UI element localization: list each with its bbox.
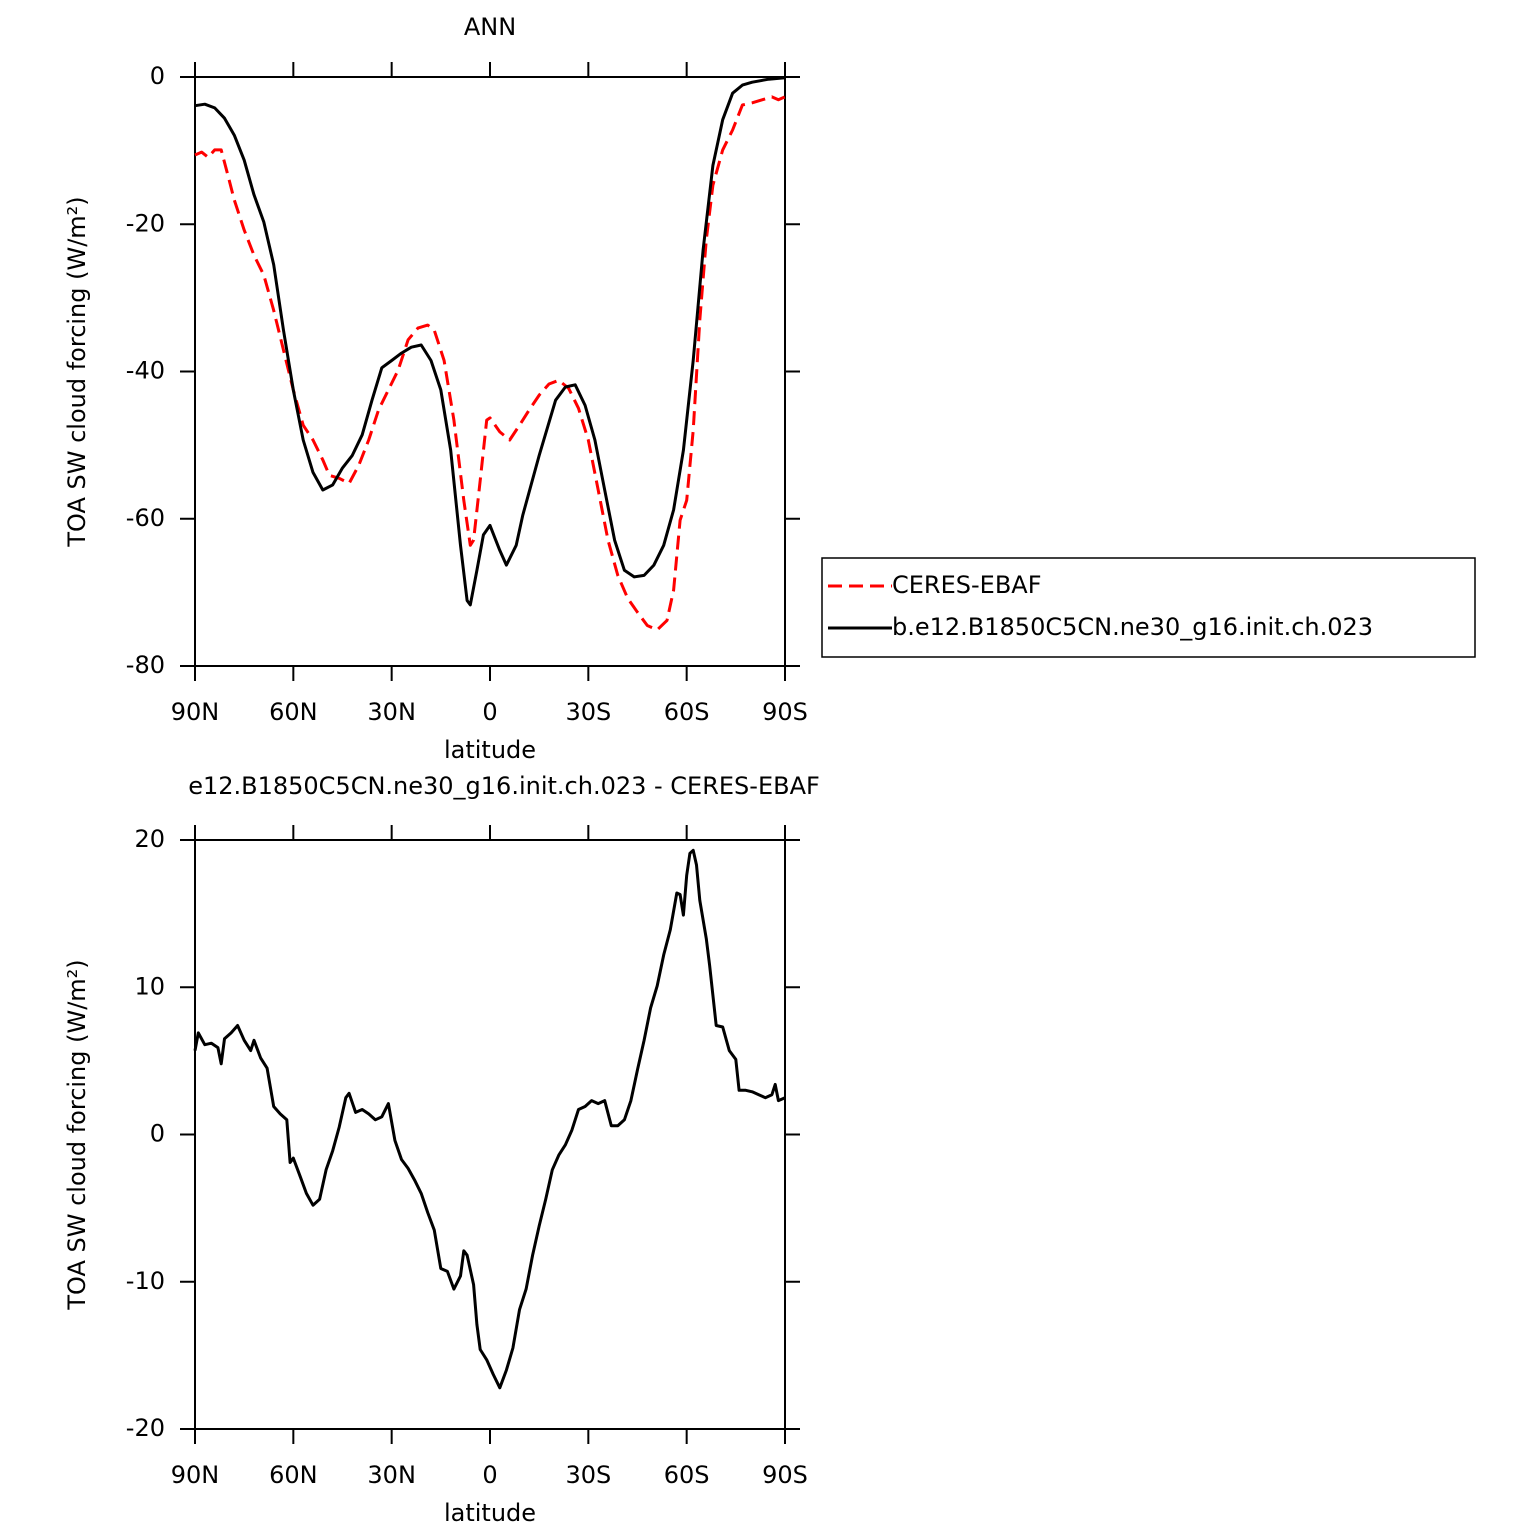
x-tick-label: 60S	[664, 1461, 710, 1489]
y-tick-label: -20	[126, 209, 165, 237]
x-tick-label: 90N	[171, 1461, 220, 1489]
x-tick-label: 60N	[269, 698, 318, 726]
x-tick-label: 90S	[762, 1461, 808, 1489]
y-tick-label: -60	[126, 504, 165, 532]
x-axis-label: latitude	[444, 736, 536, 764]
series-line	[194, 76, 786, 607]
legend-label: b.e12.B1850C5CN.ne30_g16.init.ch.023	[892, 613, 1373, 641]
series-line	[194, 95, 786, 632]
y-tick-label: 20	[134, 825, 165, 853]
x-tick-label: 90N	[171, 698, 220, 726]
y-tick-label: -20	[126, 1414, 165, 1442]
plot-frame	[194, 76, 786, 667]
x-tick-label: 30N	[367, 1461, 416, 1489]
x-tick-label: 60N	[269, 1461, 318, 1489]
legend-label: CERES-EBAF	[892, 571, 1042, 599]
y-tick-label: -10	[126, 1267, 165, 1295]
x-tick-label: 0	[482, 1461, 497, 1489]
y-tick-label: -40	[126, 357, 165, 385]
chart-title: e12.B1850C5CN.ne30_g16.init.ch.023 - CER…	[188, 772, 820, 800]
series-line	[193, 848, 786, 1390]
y-tick-label: -80	[126, 651, 165, 679]
x-tick-label: 90S	[762, 698, 808, 726]
x-tick-label: 30N	[367, 698, 416, 726]
y-axis-label: TOA SW cloud forcing (W/m²)	[63, 196, 91, 547]
legend-box	[821, 557, 1476, 658]
x-tick-label: 30S	[565, 698, 611, 726]
y-tick-label: 0	[150, 1120, 165, 1148]
plot-frame	[194, 839, 786, 1430]
x-tick-label: 60S	[664, 698, 710, 726]
chart-title: ANN	[464, 13, 516, 41]
y-tick-label: 10	[134, 972, 165, 1000]
y-tick-label: 0	[150, 62, 165, 90]
y-axis-label: TOA SW cloud forcing (W/m²)	[63, 959, 91, 1310]
x-axis-label: latitude	[444, 1499, 536, 1527]
x-tick-label: 0	[482, 698, 497, 726]
x-tick-label: 30S	[565, 1461, 611, 1489]
